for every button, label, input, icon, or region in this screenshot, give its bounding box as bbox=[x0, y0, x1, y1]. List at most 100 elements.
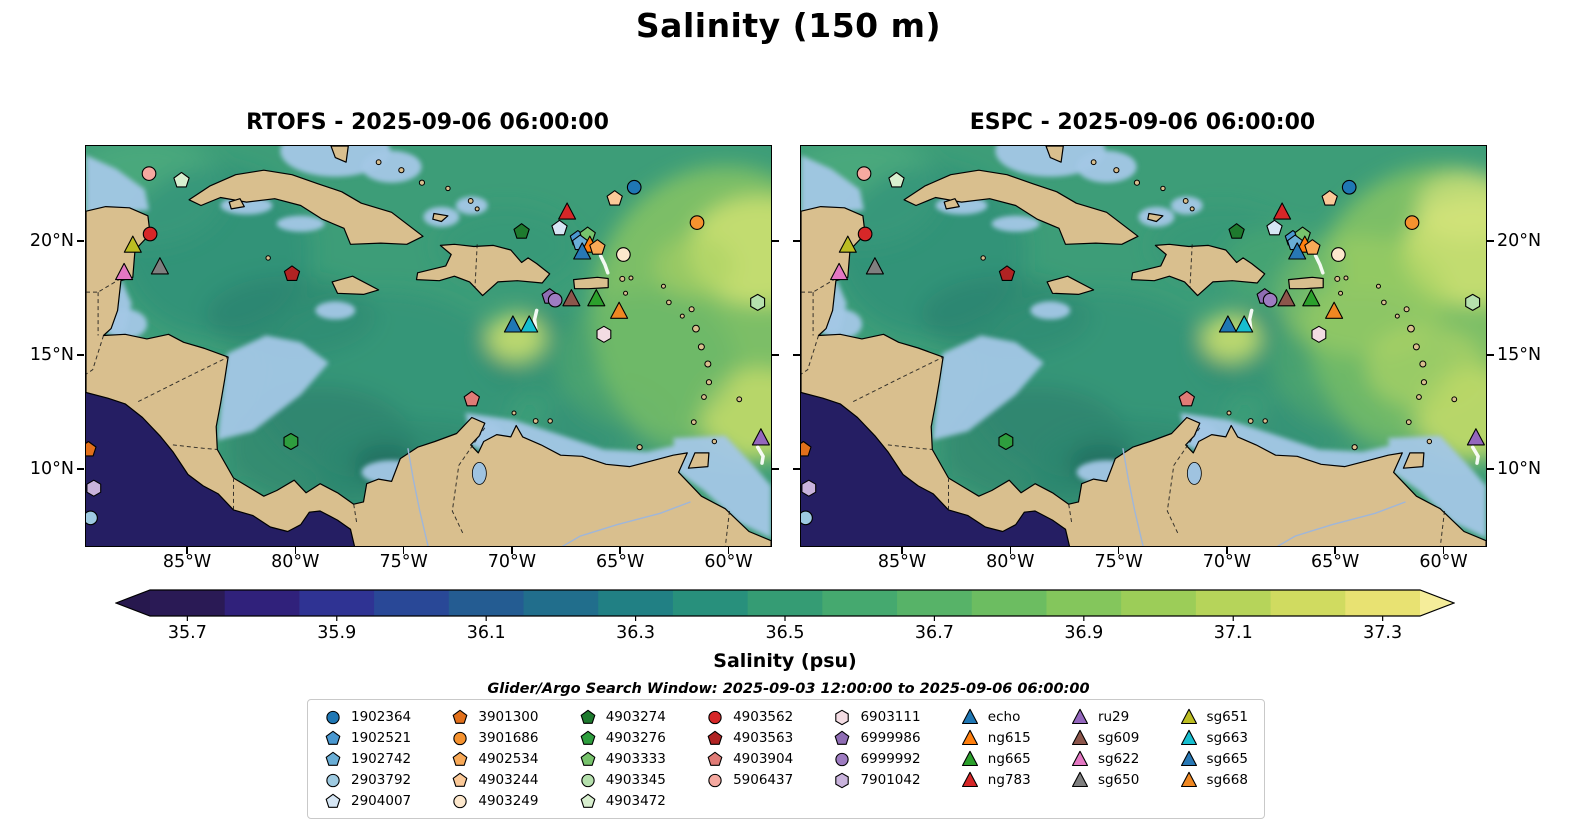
rivers bbox=[407, 448, 691, 546]
x-tick-label: 85°W bbox=[877, 552, 927, 572]
x-tick-label: 75°W bbox=[379, 552, 428, 572]
marker-6903111 bbox=[1311, 325, 1327, 343]
x-tick-label: 70°W bbox=[487, 552, 537, 572]
legend-item-3901686: 3901686 bbox=[451, 729, 538, 747]
legend-item-sg663: sg663 bbox=[1180, 729, 1248, 747]
map-panel-rtofs bbox=[85, 145, 772, 547]
y-tick-label: 15°N bbox=[1497, 344, 1542, 365]
marker-4903562 bbox=[857, 226, 873, 242]
legend-item-6999986: 6999986 bbox=[833, 729, 921, 747]
marker-4903562 bbox=[142, 226, 158, 242]
pentagon-marker-icon bbox=[580, 751, 596, 766]
panel-title-espc: ESPC - 2025-09-06 06:00:00 bbox=[969, 110, 1316, 135]
marker-ng665 bbox=[587, 289, 606, 307]
marker-6999992 bbox=[547, 292, 563, 308]
legend-item-6903111: 6903111 bbox=[833, 708, 921, 726]
legend-label: 4903276 bbox=[605, 730, 666, 746]
x-tick-mark bbox=[1226, 546, 1228, 554]
legend-label: 5906437 bbox=[733, 772, 794, 788]
pentagon-marker-icon bbox=[580, 709, 596, 724]
legend-column-8: sg651 sg663 sg665 sg668 bbox=[1180, 708, 1248, 789]
x-tick-label: 70°W bbox=[1202, 552, 1252, 572]
marker-4903274 bbox=[513, 223, 530, 239]
y-tick-mark bbox=[1486, 354, 1494, 356]
marker-2904007 bbox=[1266, 219, 1283, 236]
marker-sg651 bbox=[838, 235, 857, 253]
marker-ru29 bbox=[1466, 428, 1485, 446]
x-tick-mark bbox=[1117, 546, 1120, 554]
colorbar-tick-label: 36.7 bbox=[914, 623, 954, 643]
marker-3901300 bbox=[801, 440, 812, 457]
legend-item-sg609: sg609 bbox=[1071, 729, 1139, 747]
x-tick-label: 85°W bbox=[162, 552, 212, 572]
legend-item-6999992: 6999992 bbox=[833, 750, 921, 768]
marker-3901686 bbox=[689, 215, 705, 230]
pacific-ocean bbox=[86, 392, 355, 546]
y-tick-mark bbox=[771, 468, 779, 470]
platform-markers bbox=[801, 166, 1485, 526]
marker-4903904 bbox=[463, 390, 480, 407]
marker-sg663 bbox=[520, 315, 539, 333]
marker-2903792 bbox=[801, 510, 813, 526]
legend-item-sg651: sg651 bbox=[1180, 708, 1248, 726]
marker-sg665 bbox=[1288, 242, 1307, 260]
pentagon-marker-icon bbox=[325, 793, 341, 808]
marker-3901300 bbox=[86, 440, 97, 457]
marker-5906437 bbox=[141, 166, 157, 181]
x-tick-label: 65°W bbox=[596, 552, 645, 572]
marker-4903472 bbox=[888, 171, 905, 188]
circle-marker-icon bbox=[581, 773, 595, 788]
legend-label: 6903111 bbox=[860, 709, 921, 725]
legend-label: 7901042 bbox=[860, 772, 921, 788]
legend-item-ng783: ng783 bbox=[961, 771, 1031, 789]
circle-marker-icon bbox=[326, 710, 340, 725]
legend-column-7: ru29 sg609 sg622 sg650 bbox=[1071, 708, 1139, 789]
y-tick-mark bbox=[77, 354, 84, 356]
legend-item-sg650: sg650 bbox=[1071, 771, 1139, 789]
lake-maracaibo bbox=[471, 462, 487, 485]
x-tick-label: 65°W bbox=[1311, 552, 1360, 572]
legend-label: 1902364 bbox=[351, 709, 412, 725]
pentagon-marker-icon bbox=[707, 730, 723, 745]
x-tick-mark bbox=[727, 546, 730, 554]
colorbar-tick-label: 36.3 bbox=[616, 623, 656, 643]
marker-sg622 bbox=[830, 262, 849, 281]
y-tick-mark bbox=[1486, 468, 1494, 470]
y-tick-mark bbox=[1486, 240, 1494, 242]
legend-label: 6999986 bbox=[860, 730, 921, 746]
legend-label: 4903333 bbox=[605, 751, 666, 767]
triangle-marker-icon bbox=[1071, 729, 1088, 746]
triangle-marker-icon bbox=[961, 750, 978, 767]
triangle-marker-icon bbox=[1180, 771, 1197, 788]
y-tick-label: 20°N bbox=[29, 230, 74, 251]
legend-label: 4903274 bbox=[605, 709, 666, 725]
hexagon-marker-icon bbox=[835, 709, 850, 726]
glider-tracks bbox=[532, 253, 765, 465]
x-tick-mark bbox=[619, 546, 621, 554]
marker-sg663 bbox=[1235, 315, 1254, 333]
marker-4903472 bbox=[173, 171, 190, 188]
marker-ng783 bbox=[1273, 202, 1292, 220]
colorbar bbox=[114, 589, 1456, 625]
legend-label: 1902742 bbox=[351, 751, 412, 767]
marker-5906437 bbox=[856, 166, 872, 181]
legend-label: sg651 bbox=[1206, 709, 1248, 725]
legend-item-3901300: 3901300 bbox=[451, 708, 538, 726]
marker-6999992 bbox=[1262, 292, 1278, 308]
colorbar-tick-label: 37.3 bbox=[1363, 623, 1403, 643]
legend-item-4903345: 4903345 bbox=[579, 771, 666, 789]
marker-4902534 bbox=[589, 239, 606, 255]
legend-label: ng665 bbox=[987, 751, 1031, 767]
marker-4903345 bbox=[1465, 293, 1481, 311]
marker-sg609 bbox=[562, 289, 581, 307]
hexagon-marker-icon bbox=[835, 772, 850, 789]
marker-4903563 bbox=[998, 265, 1016, 281]
legend-item-4902534: 4902534 bbox=[451, 750, 538, 768]
legend-item-1902521: 1902521 bbox=[324, 729, 411, 747]
pentagon-marker-icon bbox=[453, 709, 468, 724]
legend-column-4: 4903562 4903563 4903904 5906437 bbox=[706, 708, 793, 789]
y-tick-mark bbox=[77, 240, 84, 242]
land-coastlines bbox=[86, 146, 771, 546]
marker-sg668 bbox=[1325, 301, 1344, 319]
colorbar-tick-label: 37.1 bbox=[1213, 623, 1253, 643]
